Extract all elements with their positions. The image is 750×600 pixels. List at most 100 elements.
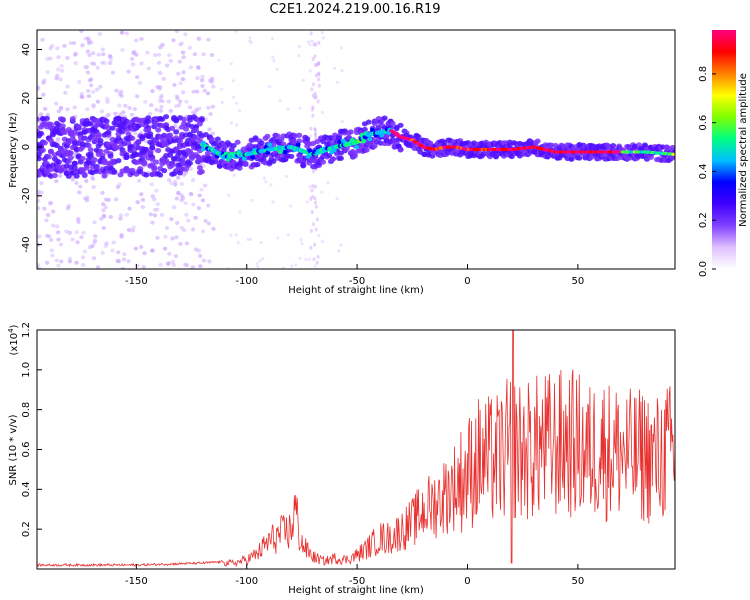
- spectral-cell: [211, 84, 216, 89]
- spectral-cell: [146, 66, 151, 71]
- spectral-cell: [155, 147, 162, 154]
- spectral-cell: [88, 83, 94, 88]
- snr-x-axis-label: Height of straight line (km): [288, 585, 424, 596]
- spectrogram-x-ticks: -150 -100 -50 0 50: [125, 264, 584, 287]
- spectral-cell: [174, 30, 180, 34]
- spectral-cell: [201, 140, 206, 146]
- spectral-cell: [167, 251, 172, 256]
- spectral-cell: [127, 206, 132, 211]
- spectral-cell: [104, 241, 109, 246]
- spectral-cell: [198, 117, 205, 123]
- spectral-cell: [95, 65, 100, 70]
- spectral-cell: [103, 118, 110, 124]
- spectral-cell: [67, 259, 73, 264]
- spectral-cell: [97, 140, 104, 147]
- spectral-cell: [258, 140, 265, 146]
- spectrogram-panel: -150 -100 -50 0 50 -40 -20 0 20 40 Height of str…: [8, 29, 676, 296]
- spectral-cell: [576, 155, 583, 161]
- colorbar-tick-label: 0.0: [698, 261, 709, 277]
- spectral-cell: [76, 219, 81, 224]
- spectral-cell: [177, 59, 183, 64]
- spectral-cell: [65, 107, 70, 112]
- spectral-cell: [92, 220, 97, 225]
- spectral-cell: [100, 60, 105, 65]
- snr-y-tick-label: 0.6: [21, 442, 32, 458]
- spectral-cell: [339, 46, 344, 50]
- spectral-cell: [37, 87, 41, 92]
- spectral-cell: [110, 248, 115, 253]
- spectral-cell: [87, 53, 92, 58]
- spectral-cell: [121, 257, 127, 262]
- spectral-cell: [101, 208, 106, 213]
- spectral-cell: [267, 84, 272, 89]
- spectral-cell: [169, 162, 176, 168]
- spectral-cell: [101, 214, 107, 219]
- spectral-cell: [67, 230, 72, 235]
- spectral-cell: [80, 255, 86, 260]
- spectral-cell: [92, 238, 98, 243]
- spectral-cell: [152, 213, 158, 218]
- spectral-cell: [294, 263, 298, 267]
- spectral-cell: [202, 88, 207, 93]
- spectral-cell: [166, 178, 172, 183]
- spectral-cell: [192, 127, 199, 133]
- spectral-cell: [85, 107, 90, 112]
- spectral-cell: [70, 237, 75, 242]
- spectral-cell: [177, 99, 183, 104]
- spectral-cell: [297, 44, 302, 49]
- spectral-cell: [39, 181, 44, 186]
- spectral-cell: [190, 178, 196, 183]
- spectral-cell: [49, 248, 55, 253]
- snr-y-tick-label: 0.2: [21, 521, 32, 537]
- spectral-cell: [610, 143, 617, 149]
- spectral-cell: [83, 36, 89, 41]
- spectral-cell: [220, 87, 224, 91]
- spectral-cell: [176, 191, 181, 196]
- spectral-cell: [134, 94, 140, 99]
- spectral-cell: [67, 256, 73, 261]
- spectral-cell: [312, 257, 316, 262]
- spectral-cell: [274, 133, 281, 139]
- spectral-cell: [671, 152, 675, 156]
- spectral-cell: [227, 193, 231, 197]
- snr-y-tick-label: 1.0: [21, 362, 32, 378]
- spectral-cell: [167, 152, 174, 158]
- spectral-cell: [80, 43, 85, 48]
- spectral-cell: [264, 180, 268, 184]
- spectral-cell: [84, 198, 90, 203]
- spectral-cell: [103, 243, 109, 248]
- spectral-cell: [153, 53, 158, 58]
- spectral-cell: [203, 117, 209, 122]
- spectral-cell: [129, 112, 135, 117]
- spectral-cell: [278, 149, 284, 154]
- spectral-cell: [41, 140, 48, 146]
- spectral-cell: [310, 210, 314, 215]
- chart-title: C2E1.2024.219.00.16.R19: [269, 2, 441, 17]
- spectral-cell: [317, 40, 321, 45]
- spectral-cell: [100, 250, 105, 255]
- spectral-cell: [534, 138, 541, 144]
- spectral-cell: [201, 258, 207, 263]
- spectral-cell: [316, 99, 320, 104]
- spectral-cell: [85, 49, 90, 54]
- spectral-cell: [230, 142, 237, 149]
- spectral-cell: [115, 185, 121, 190]
- spectral-cell: [275, 67, 279, 71]
- spectral-cell: [347, 129, 354, 135]
- spectral-cell: [90, 51, 96, 56]
- spectral-cell: [79, 155, 86, 162]
- spectral-cell: [174, 104, 179, 109]
- spectral-cell: [340, 69, 344, 73]
- spectral-cell: [234, 139, 241, 145]
- spectral-cell: [248, 237, 252, 241]
- snr-x-tick-label: 0: [464, 576, 470, 587]
- spectral-cell: [73, 61, 78, 66]
- spectral-cell: [76, 79, 82, 84]
- spectral-cell: [93, 234, 98, 239]
- spectral-cell: [139, 37, 144, 42]
- spectral-cell: [158, 108, 163, 113]
- spectrogram-y-axis-label: Frequency (Hz): [8, 112, 19, 188]
- spectral-cell: [389, 120, 396, 127]
- spectral-cell: [37, 85, 41, 90]
- spectral-cell: [99, 216, 104, 221]
